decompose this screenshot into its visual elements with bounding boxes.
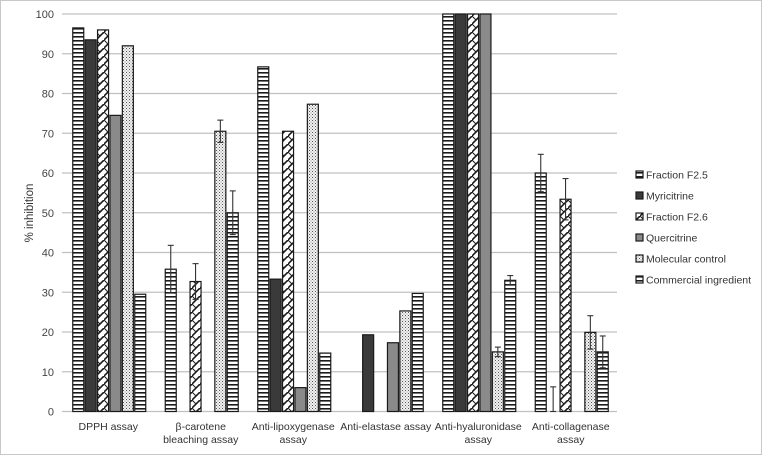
legend-swatch-icon <box>635 170 644 179</box>
bar-fraction-f2-5 <box>72 27 85 413</box>
legend-swatch-icon <box>635 275 644 284</box>
x-category-label: Anti-elastase assay <box>340 421 432 433</box>
bar-quercitrine <box>479 13 492 413</box>
legend-item: Quercitrine <box>635 233 698 245</box>
bar-fraction-f2-6 <box>281 130 295 413</box>
bar-quercitrine <box>294 387 307 413</box>
legend-label: Fraction F2.5 <box>646 170 708 182</box>
legend-swatch-icon <box>635 233 644 242</box>
bar-myricitrine <box>362 334 375 413</box>
bar-commercial-ingredient <box>226 212 239 413</box>
legend-item: Commercial ingredient <box>635 275 751 287</box>
y-tick-label: 30 <box>42 287 54 299</box>
bar-molecular-control <box>214 130 227 413</box>
legend-item: Molecular control <box>635 254 726 266</box>
y-tick-label: 20 <box>42 327 54 339</box>
y-tick-label: 80 <box>42 89 54 101</box>
bar-commercial-ingredient <box>504 279 517 413</box>
y-axis-ticks: 0 10 20 30 40 50 60 70 80 90 100 <box>36 9 54 419</box>
bar-molecular-control <box>121 45 134 413</box>
bar-fraction-f2-6 <box>189 280 202 413</box>
y-tick-label: 60 <box>42 168 54 180</box>
x-category-label: bleaching assay <box>163 434 239 446</box>
x-category-label: DPPH assay <box>78 421 138 433</box>
legend-swatch-icon <box>635 191 644 200</box>
legend-label: Commercial ingredient <box>646 275 751 287</box>
x-category-label: Anti-lipoxygenase <box>252 421 335 433</box>
x-category-label: assay <box>557 434 585 446</box>
x-category-label: Anti-hyaluronidase <box>435 421 522 433</box>
x-category-label: Anti-collagenase <box>532 421 610 433</box>
legend-label: Molecular control <box>646 254 726 266</box>
bar-fraction-f2-5 <box>534 172 547 413</box>
bar-quercitrine <box>386 342 400 413</box>
y-tick-label: 10 <box>42 367 54 379</box>
bar-myricitrine <box>454 13 467 413</box>
x-category-label: β-carotene <box>176 421 227 433</box>
bar-myricitrine <box>84 39 97 413</box>
legend-label: Myricitrine <box>646 191 694 203</box>
y-tick-label: 40 <box>42 248 54 260</box>
legend: Fraction F2.5 Myricitrine Fraction F2.6 Que… <box>635 170 751 287</box>
legend-label: Fraction F2.6 <box>646 212 708 224</box>
bar-molecular-control <box>306 103 319 413</box>
bar-myricitrine <box>269 278 282 413</box>
legend-swatch-icon <box>635 254 644 263</box>
y-tick-label: 50 <box>42 208 54 220</box>
y-tick-label: 90 <box>42 49 54 61</box>
bar-commercial-ingredient <box>319 352 332 413</box>
bar-molecular-control <box>399 310 412 413</box>
bars <box>72 13 609 413</box>
legend-swatch-icon <box>635 212 644 221</box>
y-tick-label: 70 <box>42 128 54 140</box>
x-category-label: assay <box>465 434 493 446</box>
bar-molecular-control <box>491 351 504 413</box>
error-bars <box>167 119 606 413</box>
bar-fraction-f2-6 <box>559 198 572 413</box>
bar-commercial-ingredient <box>411 292 424 413</box>
bar-fraction-f2-6 <box>96 29 110 413</box>
bar-quercitrine <box>109 114 122 413</box>
legend-label: Quercitrine <box>646 233 698 245</box>
gridlines <box>62 13 617 413</box>
y-axis-title: % inhibition <box>24 184 36 243</box>
bar-commercial-ingredient <box>134 293 147 413</box>
legend-item: Fraction F2.6 <box>635 212 708 224</box>
y-tick-label: 0 <box>48 407 54 419</box>
bar-fraction-f2-6 <box>466 13 480 413</box>
x-category-label: assay <box>280 434 308 446</box>
y-tick-label: 100 <box>36 9 54 21</box>
legend-item: Fraction F2.5 <box>635 170 708 182</box>
bar-fraction-f2-5 <box>257 66 270 413</box>
legend-item: Myricitrine <box>635 191 694 203</box>
bar-fraction-f2-5 <box>442 13 455 413</box>
